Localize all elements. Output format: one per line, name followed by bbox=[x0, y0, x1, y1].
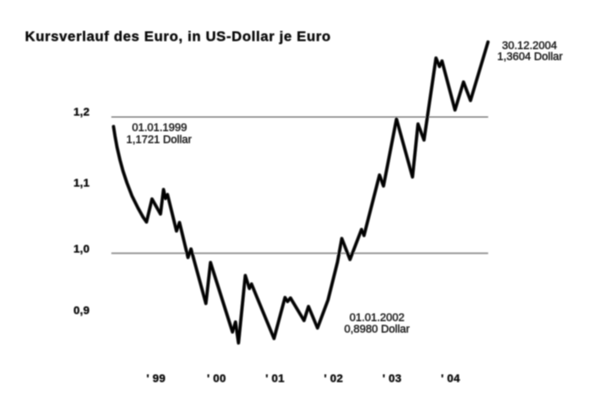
svg-text:' 99: ' 99 bbox=[146, 373, 165, 385]
svg-text:0,9: 0,9 bbox=[74, 305, 90, 317]
svg-text:0,8980 Dollar: 0,8980 Dollar bbox=[344, 324, 410, 336]
svg-text:' 04: ' 04 bbox=[441, 373, 461, 385]
svg-text:' 03: ' 03 bbox=[382, 373, 401, 385]
svg-text:1,2: 1,2 bbox=[74, 106, 90, 118]
svg-text:1,1: 1,1 bbox=[74, 177, 90, 189]
svg-text:' 00: ' 00 bbox=[207, 373, 226, 385]
svg-text:' 01: ' 01 bbox=[265, 373, 284, 385]
svg-text:1,3604 Dollar: 1,3604 Dollar bbox=[497, 51, 563, 63]
svg-text:' 02: ' 02 bbox=[324, 373, 343, 385]
svg-text:1,1721 Dollar: 1,1721 Dollar bbox=[126, 134, 192, 146]
svg-text:1,0: 1,0 bbox=[74, 243, 90, 255]
svg-text:01.01.1999: 01.01.1999 bbox=[132, 122, 187, 134]
svg-text:01.01.2002: 01.01.2002 bbox=[349, 312, 404, 324]
svg-text:Kursverlauf des Euro, in US-Do: Kursverlauf des Euro, in US-Dollar je Eu… bbox=[25, 28, 331, 44]
svg-text:30.12.2004: 30.12.2004 bbox=[502, 40, 557, 52]
